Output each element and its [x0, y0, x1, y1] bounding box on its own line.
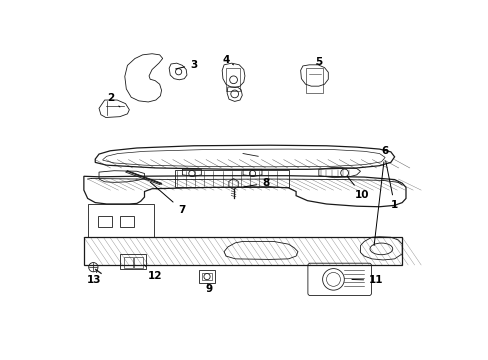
- Text: 5: 5: [315, 57, 322, 67]
- Text: 13: 13: [87, 270, 102, 285]
- Text: 12: 12: [144, 265, 162, 281]
- Bar: [305, 68, 322, 93]
- Text: 3: 3: [175, 60, 197, 70]
- Text: 10: 10: [346, 176, 369, 200]
- Text: 4: 4: [222, 55, 233, 66]
- Bar: [201, 273, 212, 280]
- Bar: [120, 216, 134, 227]
- Bar: [98, 216, 112, 227]
- Text: 7: 7: [150, 182, 185, 215]
- Text: 11: 11: [351, 275, 383, 285]
- Text: 9: 9: [205, 284, 212, 293]
- Text: 1: 1: [385, 161, 397, 210]
- Bar: [199, 270, 214, 283]
- Bar: [134, 257, 143, 268]
- Text: 2: 2: [106, 93, 120, 107]
- Text: 8: 8: [244, 178, 269, 188]
- Bar: [123, 257, 133, 268]
- Text: 6: 6: [373, 146, 388, 246]
- Bar: [225, 68, 240, 91]
